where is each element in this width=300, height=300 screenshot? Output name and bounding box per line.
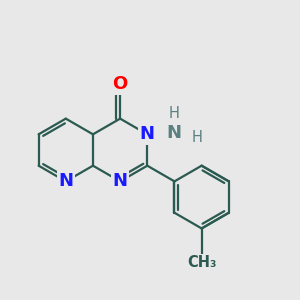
Text: N: N: [167, 124, 182, 142]
Text: O: O: [112, 75, 128, 93]
Text: H: H: [192, 130, 203, 145]
Text: N: N: [140, 125, 155, 143]
Text: H: H: [169, 106, 179, 121]
Text: CH₃: CH₃: [187, 255, 216, 270]
Text: N: N: [58, 172, 73, 190]
Text: N: N: [112, 172, 128, 190]
